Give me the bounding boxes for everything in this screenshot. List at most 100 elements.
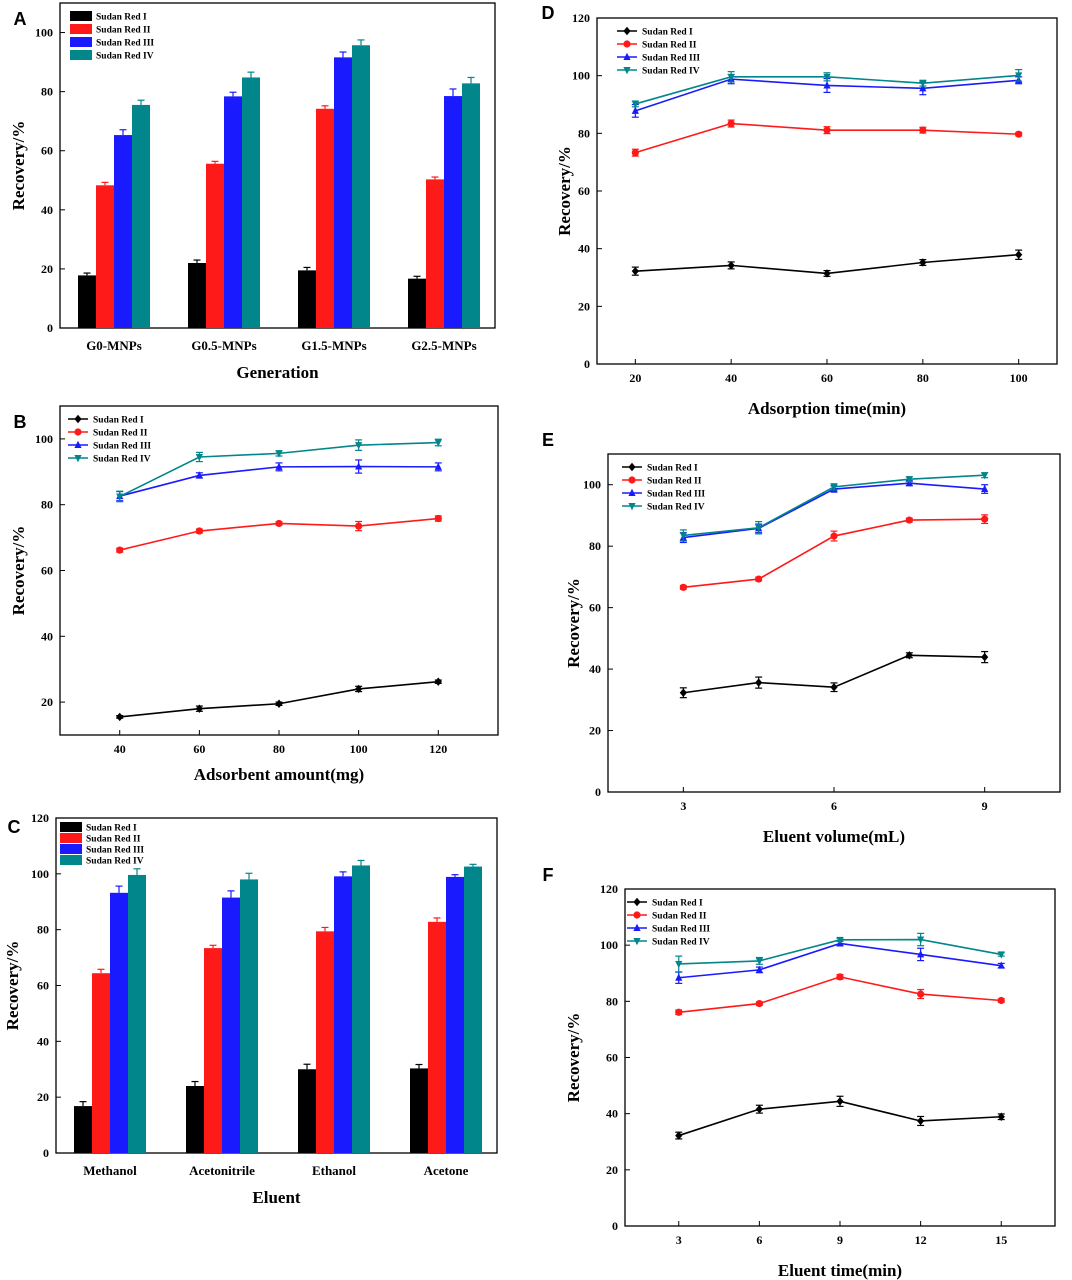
y-tick-label: 20	[37, 1090, 49, 1104]
data-point	[355, 462, 363, 470]
legend-swatch	[60, 833, 82, 843]
legend-label: Sudan Red III	[642, 54, 700, 64]
data-point	[195, 453, 203, 462]
data-point	[981, 515, 989, 523]
data-point	[823, 126, 831, 134]
data-series	[679, 472, 989, 699]
y-tick-label: 40	[41, 203, 53, 217]
x-axis-label: Adsorbent amount(mg)	[194, 765, 364, 784]
x-tick-label: G1.5-MNPs	[301, 338, 366, 353]
bar	[242, 77, 260, 328]
y-axis-label: Recovery/%	[9, 526, 28, 616]
x-tick-label: 120	[429, 742, 447, 756]
y-axis: 0 20 40 60 80 100 120	[31, 811, 61, 1160]
legend-label: Sudan Red IV	[647, 503, 705, 513]
series-line	[683, 518, 985, 589]
bar	[110, 892, 128, 1153]
bar	[240, 879, 258, 1153]
legend-marker	[633, 897, 641, 907]
data-point	[675, 1131, 683, 1140]
x-tick-label: 80	[917, 371, 929, 385]
data-point	[755, 575, 763, 583]
legend-label: Sudan Red II	[647, 477, 702, 487]
x-tick-label: 100	[1010, 371, 1028, 385]
series-2	[116, 514, 442, 554]
data-point	[434, 514, 442, 523]
x-tick-label: 100	[350, 742, 368, 756]
legend-swatch	[70, 50, 92, 60]
y-tick-label: 100	[35, 26, 53, 40]
bar	[206, 163, 224, 328]
data-point	[679, 532, 687, 540]
data-point	[981, 652, 989, 662]
x-tick-label: 40	[725, 371, 737, 385]
bar	[428, 921, 446, 1153]
data-point	[355, 442, 363, 450]
x-tick-label: 20	[629, 371, 641, 385]
x-tick-label: Acetonitrile	[189, 1163, 255, 1178]
data-point	[275, 462, 283, 470]
bar	[186, 1086, 204, 1153]
legend-marker	[74, 440, 82, 448]
data-point	[830, 532, 838, 540]
data-point	[836, 973, 844, 981]
series-2	[92, 917, 446, 1153]
legend-label: Sudan Red IV	[86, 857, 144, 867]
x-tick-label: 6	[831, 799, 837, 813]
data-point	[919, 80, 927, 88]
series-2	[675, 973, 1005, 1016]
legend-label: Sudan Red II	[652, 912, 707, 922]
data-point	[116, 546, 124, 554]
legend-label: Sudan Red II	[96, 26, 151, 36]
y-tick-label: 20	[41, 262, 53, 276]
panel-a: A 0 20 40 60 80 100 Recovery/% Generation G0-MNPs…	[9, 2, 496, 382]
bar	[334, 876, 352, 1153]
bar	[224, 96, 242, 328]
legend-label: Sudan Red IV	[642, 67, 700, 77]
panel-b: B 20 40 60 80 100 Recovery/% Adsorbent amount(m…	[9, 405, 499, 784]
legend-label: Sudan Red I	[86, 824, 137, 834]
data-point	[919, 258, 927, 267]
data-point	[631, 149, 639, 157]
x-axis: 3 6 9 12 15	[676, 1221, 1007, 1247]
data-point	[679, 688, 687, 697]
bar	[462, 83, 480, 328]
panel-label: D	[542, 3, 555, 23]
series-1	[679, 650, 989, 699]
data-series	[78, 39, 480, 329]
legend-swatch	[70, 37, 92, 47]
y-tick-label: 80	[578, 126, 590, 140]
legend-label: Sudan Red I	[96, 13, 147, 23]
y-axis: 0 20 40 60 80 100 120	[600, 882, 630, 1233]
data-point	[195, 471, 203, 479]
data-point	[675, 960, 683, 969]
bar	[316, 108, 334, 328]
data-point	[836, 1097, 844, 1106]
data-point	[917, 936, 925, 944]
legend-swatch	[70, 11, 92, 21]
series-3	[116, 459, 442, 502]
data-point	[755, 957, 763, 966]
panel-label: A	[14, 9, 27, 29]
x-tick-label: 80	[273, 742, 285, 756]
y-tick-label: 0	[43, 1146, 49, 1160]
x-tick-label: 60	[821, 371, 833, 385]
x-axis-label: Eluent volume(mL)	[763, 827, 905, 846]
x-axis: Methanol Acetonitrile Ethanol Acetone	[83, 1148, 469, 1178]
data-point	[434, 439, 442, 447]
bar	[408, 278, 426, 328]
bar	[352, 45, 370, 328]
data-point	[836, 936, 844, 945]
legend: Sudan Red I Sudan Red II Sudan Red III Suda…	[68, 414, 151, 465]
y-tick-label: 60	[578, 184, 590, 198]
data-point	[919, 126, 927, 134]
series-line	[119, 680, 439, 718]
x-axis: 3 6 9	[680, 787, 988, 813]
legend-marker	[74, 455, 82, 463]
bar	[132, 104, 150, 328]
series-4	[675, 932, 1005, 973]
data-series	[675, 932, 1005, 1140]
y-tick-label: 120	[31, 811, 49, 825]
legend: Sudan Red I Sudan Red II Sudan Red III Suda…	[617, 26, 700, 77]
